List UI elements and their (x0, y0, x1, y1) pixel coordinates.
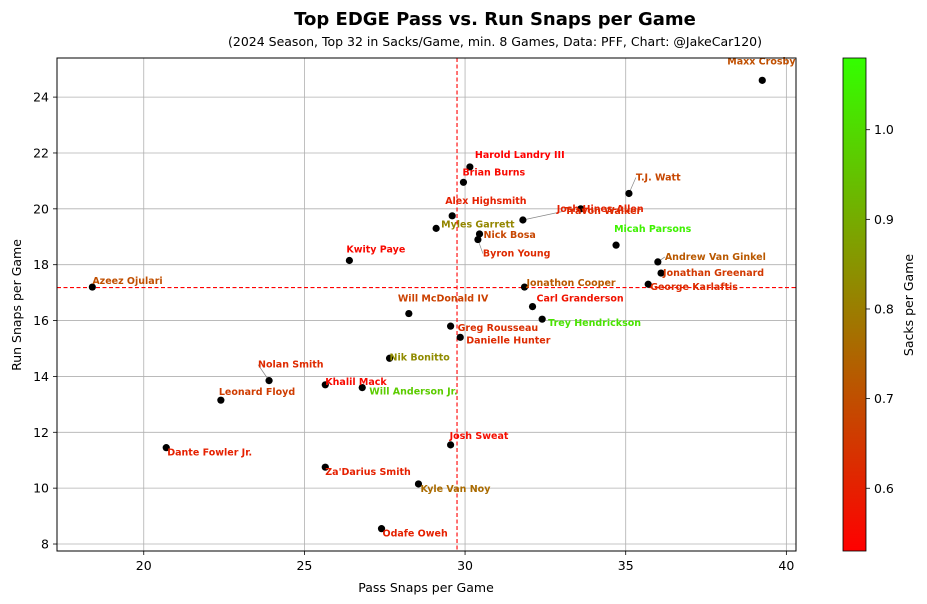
y-tick-label: 22 (33, 145, 49, 160)
point-labels: Maxx Crosby Harold Landry III Brian Burns T… (92, 56, 796, 539)
y-tick-label: 12 (33, 425, 49, 440)
point-label: Kwity Paye (346, 245, 405, 256)
point-label: Dante Fowler Jr. (167, 448, 252, 459)
colorbar-tick-label: 0.9 (874, 212, 894, 227)
point-label: Trey Hendrickson (548, 318, 641, 329)
data-point (758, 76, 766, 84)
data-point (538, 315, 546, 323)
x-tick-label: 25 (296, 558, 312, 573)
point-label: Khalil Mack (325, 377, 387, 388)
point-label: Will McDonald IV (398, 294, 489, 305)
data-point (345, 256, 353, 265)
data-point (456, 333, 464, 341)
point-label: Myles Garrett (441, 219, 515, 230)
grid (57, 58, 796, 551)
x-tick-label: 30 (457, 558, 473, 573)
point-label: Kyle Van Noy (420, 484, 491, 495)
y-axis-label: Run Snaps per Game (9, 239, 24, 371)
data-point (358, 383, 366, 392)
point-label: Odafe Oweh (383, 529, 448, 540)
y-tick-label: 8 (41, 537, 49, 552)
data-point (405, 309, 413, 318)
colorbar-tick-label: 0.7 (874, 391, 894, 406)
y-tick-label: 24 (33, 90, 49, 105)
point-label: Jonathon Cooper (525, 278, 615, 289)
y-tick-label: 20 (33, 201, 49, 216)
data-point (162, 444, 170, 452)
point-label: George Karlaftis (650, 282, 738, 293)
x-tick-label: 40 (778, 558, 794, 573)
point-label: Nolan Smith (258, 360, 324, 371)
data-point (448, 212, 456, 220)
point-label: Byron Young (483, 249, 551, 260)
x-tick-label: 35 (618, 558, 634, 573)
point-label: Nick Bosa (484, 230, 536, 241)
point-label: Andrew Van Ginkel (665, 252, 766, 263)
point-label: Travon Walker (565, 206, 642, 217)
data-point (520, 283, 529, 291)
data-point (474, 235, 482, 244)
plot-frame (56, 57, 797, 552)
data-point (414, 480, 423, 488)
data-point (466, 163, 474, 171)
data-point (644, 280, 652, 288)
y-tick-label: 16 (33, 313, 49, 328)
y-tick-label: 18 (33, 257, 49, 272)
point-label: Carl Granderson (537, 294, 624, 305)
data-point (385, 354, 394, 362)
data-point (432, 224, 440, 232)
point-label: Will Anderson Jr. (369, 387, 457, 398)
x-ticks: 20 25 30 35 40 (136, 551, 794, 573)
colorbar-tick-label: 1.0 (874, 122, 894, 137)
point-label: Greg Rousseau (458, 323, 539, 334)
point-label: Za'Darius Smith (325, 467, 411, 478)
data-point (321, 463, 329, 471)
colorbar-label: Sacks per Game (901, 254, 916, 356)
y-tick-label: 14 (33, 369, 49, 384)
point-label: Maxx Crosby (727, 56, 796, 67)
data-point (625, 189, 633, 198)
colorbar-ticks: 0.6 0.7 0.8 0.9 1.0 (866, 122, 894, 496)
colorbar-tick-label: 0.6 (874, 481, 894, 496)
x-axis-label: Pass Snaps per Game (358, 580, 494, 595)
data-point (654, 258, 662, 266)
point-label: Jonathan Greenard (662, 268, 764, 279)
data-point (377, 525, 386, 533)
data-point (657, 269, 665, 277)
data-point (446, 441, 455, 449)
y-tick-label: 10 (33, 481, 49, 496)
point-label: Harold Landry III (475, 150, 565, 161)
data-point (265, 377, 273, 385)
point-label: Josh Sweat (449, 431, 509, 442)
label-leader (522, 210, 565, 221)
mean-lines (57, 58, 796, 551)
colorbar (842, 57, 867, 552)
point-label: Brian Burns (462, 167, 525, 178)
point-label: Nik Bonitto (390, 352, 451, 363)
point-label: Micah Parsons (614, 224, 692, 235)
chart-subtitle: (2024 Season, Top 32 in Sacks/Game, min.… (228, 34, 762, 49)
data-point (459, 178, 468, 186)
data-point (321, 381, 329, 389)
point-label: Alex Highsmith (445, 196, 527, 207)
point-label: Leonard Floyd (219, 387, 295, 398)
data-point (475, 230, 484, 238)
data-point (519, 216, 527, 224)
chart-title: Top EDGE Pass vs. Run Snaps per Game (294, 9, 696, 30)
point-label: Danielle Hunter (466, 335, 550, 346)
data-point (577, 205, 585, 213)
data-point (446, 322, 455, 330)
x-tick-label: 20 (136, 558, 152, 573)
data-points (88, 76, 766, 533)
data-point (528, 302, 537, 311)
data-point (88, 283, 96, 291)
point-label: Josh Hines-Allen (556, 204, 644, 215)
data-point (217, 396, 225, 404)
point-label: Azeez Ojulari (92, 276, 162, 287)
point-label: T.J. Watt (636, 172, 681, 183)
data-point (612, 241, 620, 249)
y-ticks: 8 10 12 14 16 18 20 22 24 (33, 90, 57, 552)
colorbar-tick-label: 0.8 (874, 301, 894, 316)
